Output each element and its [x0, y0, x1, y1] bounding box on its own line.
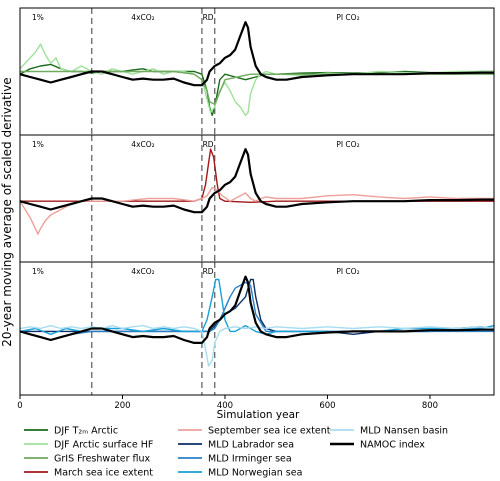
x-tick-label: 800 — [422, 401, 438, 411]
panel-2: 1% 4xCO₂ RD PI CO₂ — [19, 134, 495, 263]
series-line — [20, 148, 494, 214]
legend-label: MLD Irminger sea — [208, 454, 292, 465]
series-line — [20, 324, 494, 367]
legend-label: DJF Arctic surface HF — [54, 440, 153, 451]
legend-label: MLD Norwegian sea — [208, 468, 302, 479]
panel-1: 1% 4xCO₂ RD PI CO₂ — [19, 7, 495, 136]
legend-item: March sea ice extent — [24, 468, 153, 479]
legend-item: GrIS Freshwater flux — [24, 454, 150, 465]
legend-label: March sea ice extent — [54, 468, 153, 479]
legend-label: DJF T₂ₘ Arctic — [54, 426, 118, 437]
y-axis-label: 20-year moving average of scaled derivat… — [0, 77, 14, 346]
period-label: 4xCO₂ — [131, 140, 154, 149]
period-label: PI CO₂ — [336, 140, 359, 149]
period-label: PI CO₂ — [336, 13, 359, 22]
period-label: RD — [203, 140, 214, 149]
period-label: 1% — [32, 267, 44, 276]
legend-item: MLD Nansen basin — [330, 426, 448, 437]
x-tick-label: 600 — [319, 401, 335, 411]
period-label: 4xCO₂ — [131, 267, 154, 276]
x-tick-label: 200 — [114, 401, 130, 411]
x-tick-label: 0 — [17, 401, 22, 411]
period-label: 1% — [32, 13, 44, 22]
legend-item: September sea ice extent — [178, 426, 331, 437]
legend-item: MLD Labrador sea — [178, 440, 294, 451]
period-label: 4xCO₂ — [131, 13, 154, 22]
legend-label: MLD Nansen basin — [360, 426, 448, 437]
panels: 1% 4xCO₂ RD PI CO₂ 1% 4xCO₂ RD PI CO₂ 1% 4xCO₂ RD P… — [19, 7, 495, 396]
panel-3: 1% 4xCO₂ RD PI CO₂ — [19, 261, 495, 396]
legend-item: DJF T₂ₘ Arctic — [24, 426, 118, 437]
legend-item: MLD Irminger sea — [178, 454, 292, 465]
period-label: 1% — [32, 140, 44, 149]
series-line — [20, 186, 494, 235]
legend-item: NAMOC index — [330, 440, 425, 451]
x-axis: 0 200 400 600 800 — [17, 395, 438, 411]
series-line — [20, 21, 494, 87]
legend-item: MLD Norwegian sea — [178, 468, 302, 479]
legend-label: NAMOC index — [360, 440, 425, 451]
x-tick-label: 400 — [217, 401, 233, 411]
legend-item: DJF Arctic surface HF — [24, 440, 153, 451]
period-label: RD — [203, 267, 214, 276]
x-axis-label: Simulation year — [217, 409, 300, 421]
legend: DJF T₂ₘ Arctic DJF Arctic surface HF GrIS … — [24, 426, 448, 479]
legend-label: GrIS Freshwater flux — [54, 454, 150, 465]
legend-label: September sea ice extent — [208, 426, 331, 437]
panel-frame — [19, 261, 495, 396]
period-label: RD — [203, 13, 214, 22]
series-line — [20, 275, 494, 344]
period-label: PI CO₂ — [336, 267, 359, 276]
legend-label: MLD Labrador sea — [208, 440, 294, 451]
